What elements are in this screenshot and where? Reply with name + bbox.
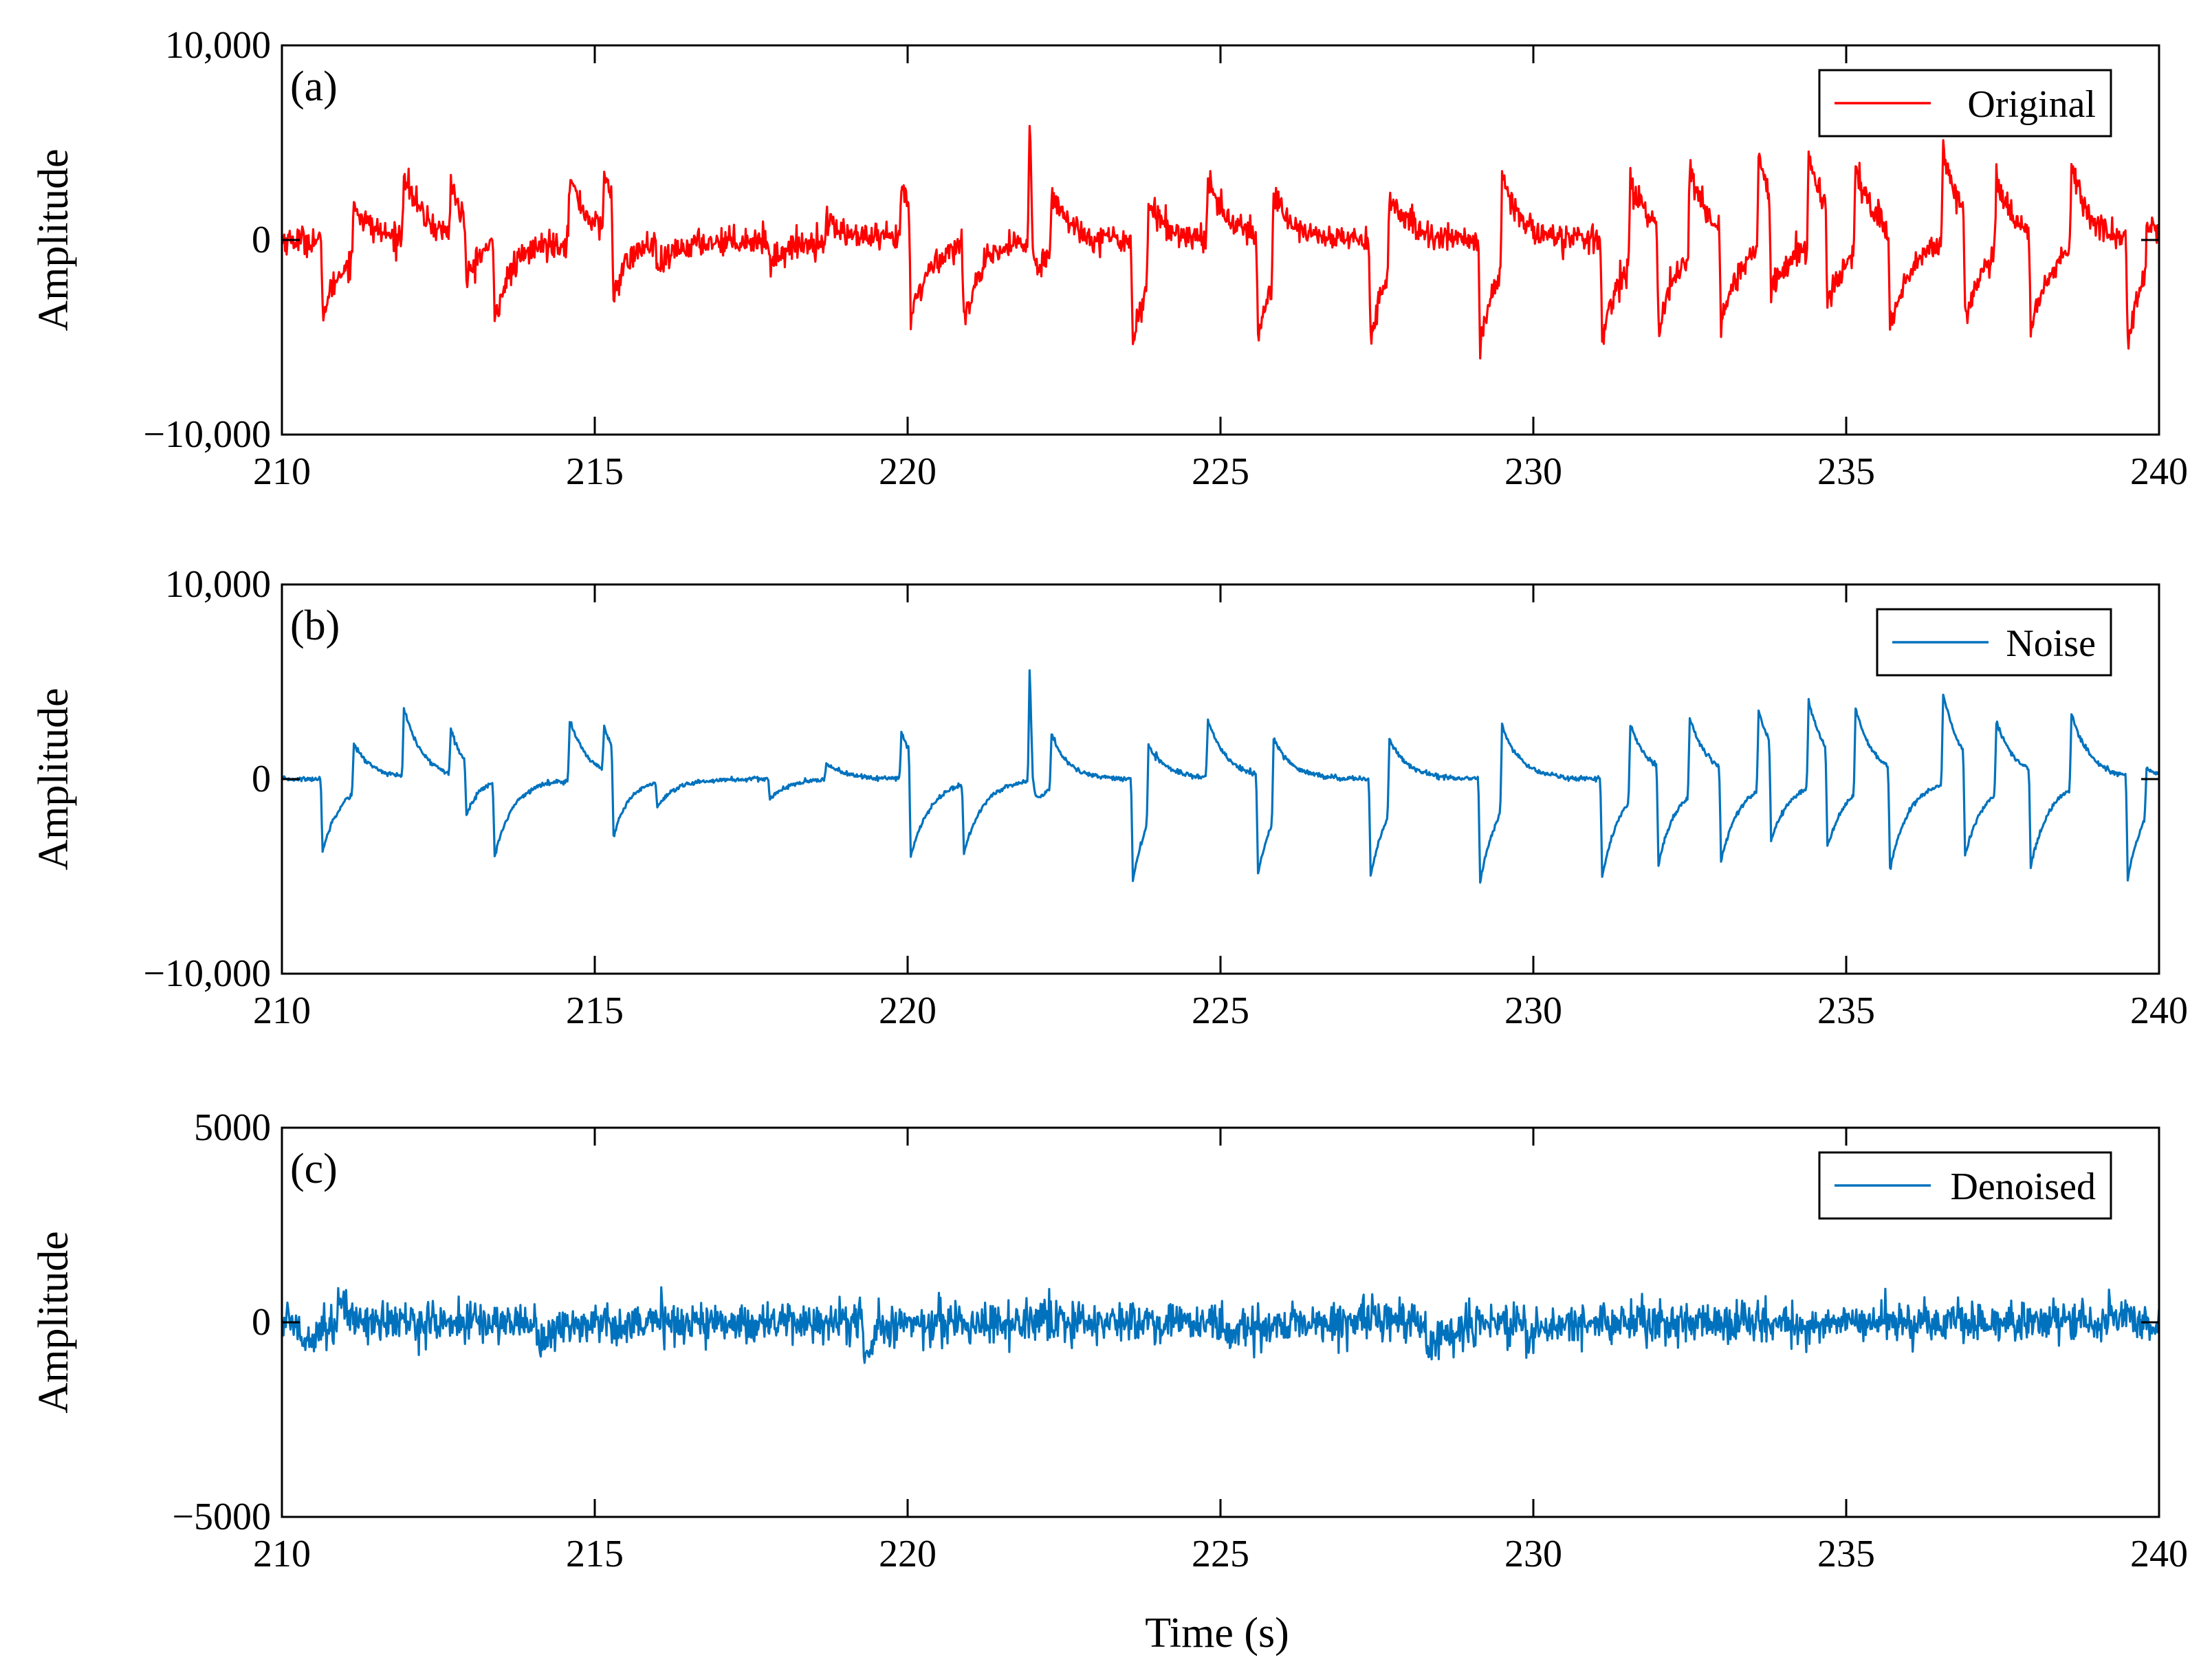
x-tick-label: 210: [253, 450, 311, 493]
panel-label: (c): [290, 1146, 338, 1192]
x-tick-label: 235: [1817, 989, 1875, 1032]
y-tick-label: 0: [252, 758, 271, 800]
x-tick-label: 225: [1192, 989, 1249, 1032]
x-tick-label: 230: [1504, 1533, 1562, 1575]
y-axis-title: Amplitude: [30, 688, 77, 870]
y-tick-label: 5000: [194, 1106, 271, 1149]
panel-label: (b): [290, 602, 340, 649]
y-tick-label: −10,000: [143, 413, 271, 456]
panels: 210 215 220 225 230 235 240 −10,000 0 10,000 Ampli…: [30, 24, 2188, 1575]
x-tick-label: 235: [1817, 1533, 1875, 1575]
x-tick-label: 210: [253, 1533, 311, 1575]
x-tick-label: 225: [1192, 1533, 1249, 1575]
legend: Original: [1818, 69, 2112, 138]
y-tick-label: 0: [252, 219, 271, 261]
x-tick-label: 215: [566, 450, 624, 493]
y-tick-label: 10,000: [165, 563, 271, 606]
x-tick-label: 210: [253, 989, 311, 1032]
x-tick-label: 220: [879, 989, 937, 1032]
x-tick-label: 240: [2130, 989, 2188, 1032]
panel-1: 210 215 220 225 230 235 240 −10,000 0 10,000 Ampli…: [30, 24, 2188, 493]
x-tick-label: 240: [2130, 1533, 2188, 1575]
x-tick-label: 215: [566, 1533, 624, 1575]
series-line-noise: [282, 669, 2159, 884]
series-line-denoised: [282, 1286, 2159, 1364]
y-tick-label: −10,000: [143, 952, 271, 995]
x-tick-label: 220: [879, 450, 937, 493]
x-tick-label: 225: [1192, 450, 1249, 493]
x-tick-label: 215: [566, 989, 624, 1032]
y-axis-title: Amplitude: [30, 149, 77, 331]
x-tick-label: 240: [2130, 450, 2188, 493]
legend-label: Original: [1967, 83, 2096, 126]
legend: Denoised: [1818, 1151, 2112, 1220]
y-tick-label: 10,000: [165, 24, 271, 67]
panel-2: 210 215 220 225 230 235 240 −10,000 0 10,000 Ampli…: [30, 563, 2188, 1032]
x-tick-label: 230: [1504, 989, 1562, 1032]
y-axis-title: Amplitude: [30, 1231, 77, 1413]
panel-label: (a): [290, 63, 338, 110]
x-tick-label: 220: [879, 1533, 937, 1575]
panel-3: 210 215 220 225 230 235 240 −5000 0 5000 Amplitude…: [30, 1106, 2188, 1575]
series-line-original: [282, 124, 2159, 360]
x-tick-label: 235: [1817, 450, 1875, 493]
legend: Noise: [1876, 608, 2112, 677]
y-tick-label: 0: [252, 1301, 271, 1344]
x-tick-label: 230: [1504, 450, 1562, 493]
legend-label: Noise: [2006, 622, 2096, 665]
y-tick-label: −5000: [172, 1496, 271, 1538]
x-axis-title: Time (s): [1145, 1610, 1289, 1656]
legend-label: Denoised: [1950, 1166, 2096, 1208]
